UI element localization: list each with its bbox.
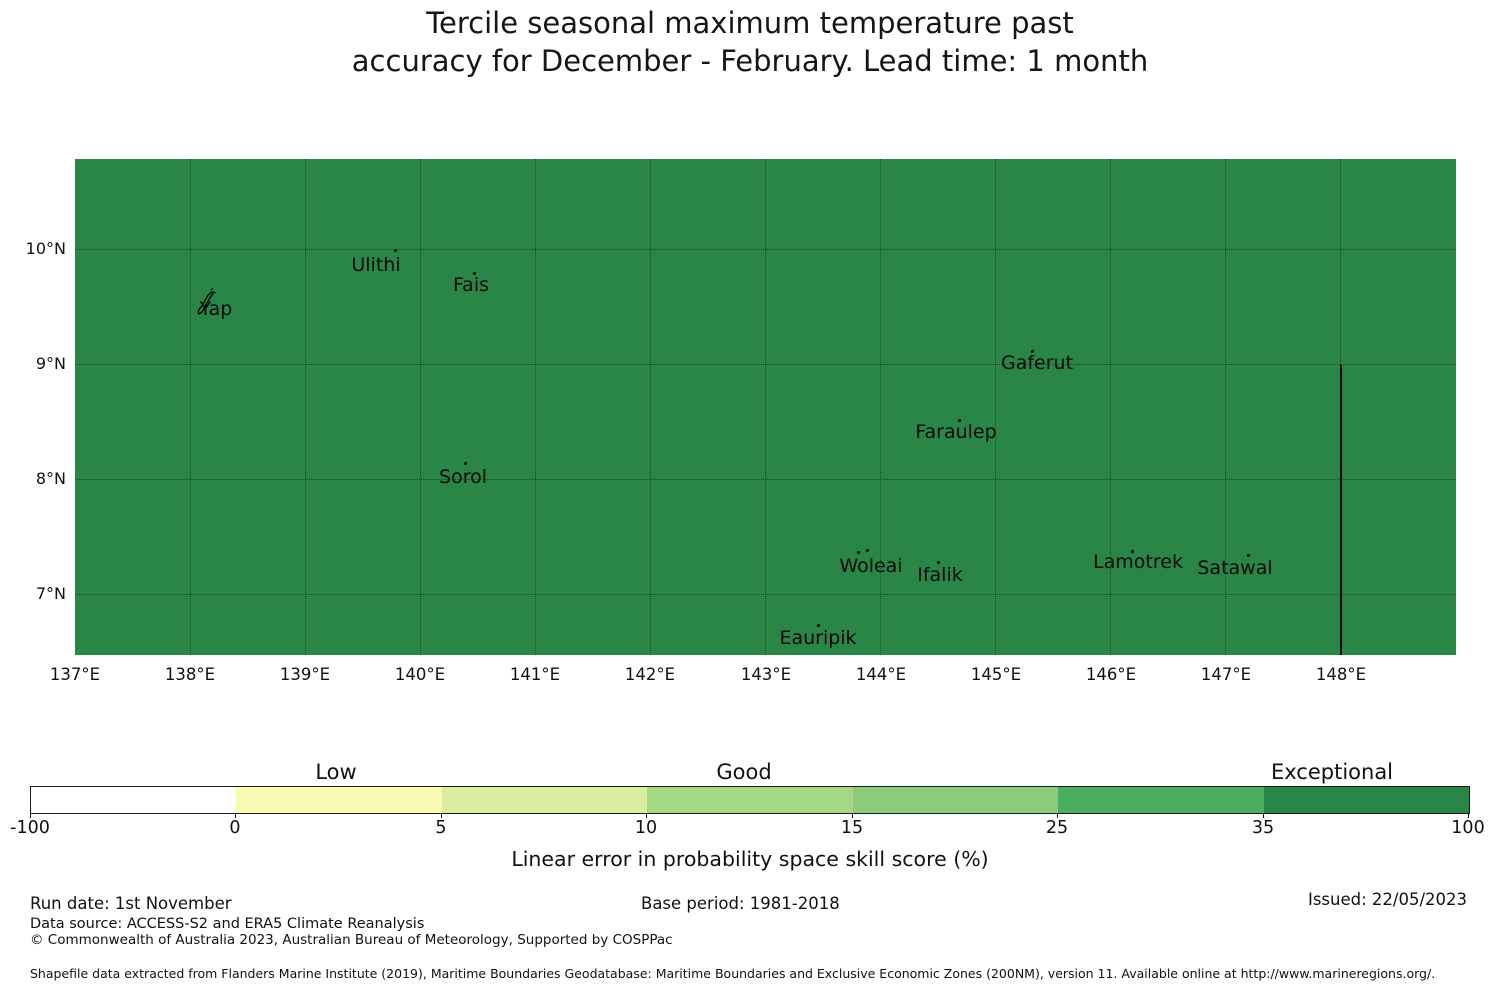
grid-line-horizontal xyxy=(75,594,1456,595)
grid-line-vertical xyxy=(305,159,306,655)
colorbar-tickmark xyxy=(441,813,442,818)
grid-line-horizontal xyxy=(75,364,1456,365)
colorbar-tick-10: 10 xyxy=(634,818,658,838)
grid-line-horizontal xyxy=(75,479,1456,480)
colorbar-tick-0: 0 xyxy=(229,818,241,838)
island-label-sorol: Sorol xyxy=(439,466,487,488)
island-label-ifalik: Ifalik xyxy=(917,564,963,586)
lat-tick-8n: 8°N xyxy=(35,469,66,488)
lon-tick-144e: 144°E xyxy=(855,665,907,684)
island-label-yap: Yap xyxy=(199,298,233,320)
lon-tick-148e: 148°E xyxy=(1315,665,1367,684)
island-marker-dot xyxy=(464,462,467,465)
grid-line-horizontal xyxy=(75,249,1456,250)
island-marker-dot xyxy=(1247,554,1250,557)
map-panel: Yap Ulithi Fais Sorol Gaferut Faraulep W… xyxy=(75,159,1456,655)
colorbar-segment-3 xyxy=(441,787,648,813)
lon-tick-147e: 147°E xyxy=(1200,665,1252,684)
colorbar-tick-35: 35 xyxy=(1251,818,1275,838)
colorbar-segment-1 xyxy=(31,787,237,813)
grid-line-vertical xyxy=(1110,159,1111,655)
island-marker-dot xyxy=(857,551,860,554)
lon-tick-142e: 142°E xyxy=(624,665,676,684)
grid-line-vertical xyxy=(1225,159,1226,655)
grid-line-vertical xyxy=(650,159,651,655)
shapefile-note: Shapefile data extracted from Flanders M… xyxy=(30,966,1436,981)
island-label-satawal: Satawal xyxy=(1197,557,1273,579)
colorbar-category-good: Good xyxy=(716,760,772,784)
colorbar-tick-25: 25 xyxy=(1045,818,1069,838)
island-label-eauripik: Eauripik xyxy=(779,627,857,649)
island-marker-dot xyxy=(1031,350,1034,353)
lat-tick-9n: 9°N xyxy=(35,354,66,373)
island-marker-dot xyxy=(866,549,869,552)
island-label-woleai: Woleai xyxy=(839,555,903,577)
colorbar-tickmark xyxy=(235,813,236,818)
copyright-text: © Commonwealth of Australia 2023, Austra… xyxy=(30,932,673,948)
colorbar-tick-15: 15 xyxy=(840,818,864,838)
island-marker-dot xyxy=(473,272,476,275)
grid-line-vertical xyxy=(765,159,766,655)
colorbar-tickmark xyxy=(646,813,647,818)
grid-line-vertical xyxy=(420,159,421,655)
island-marker-dot xyxy=(817,624,820,627)
lon-tick-138e: 138°E xyxy=(164,665,216,684)
figure-title-line2: accuracy for December - February. Lead t… xyxy=(351,44,1149,78)
base-period-text: Base period: 1981-2018 xyxy=(641,894,840,913)
lon-tick-145e: 145°E xyxy=(970,665,1022,684)
island-label-gaferut: Gaferut xyxy=(1000,352,1074,374)
grid-line-vertical xyxy=(880,159,881,655)
lon-tick-141e: 141°E xyxy=(509,665,561,684)
island-label-faraulep: Faraulep xyxy=(915,421,997,443)
lon-tick-137e: 137°E xyxy=(49,665,101,684)
figure-title-line1: Tercile seasonal maximum temperature pas… xyxy=(426,6,1074,40)
island-marker-dot xyxy=(1131,550,1134,553)
colorbar-segment-5 xyxy=(852,787,1059,813)
yap-island-outline xyxy=(197,287,217,315)
colorbar-tickmark xyxy=(1468,813,1469,818)
colorbar-segment-2 xyxy=(236,787,442,813)
colorbar-segment-4 xyxy=(647,787,853,813)
lon-tick-139e: 139°E xyxy=(279,665,331,684)
maritime-boundary-line xyxy=(1340,365,1342,655)
island-label-ulithi: Ulithi xyxy=(351,254,401,276)
island-marker-dot xyxy=(394,249,397,252)
issued-date-text: Issued: 22/05/2023 xyxy=(1307,890,1467,909)
island-marker-dot xyxy=(958,419,961,422)
colorbar-tick-5: 5 xyxy=(435,818,447,838)
grid-line-vertical xyxy=(995,159,996,655)
colorbar xyxy=(30,786,1470,814)
colorbar-segment-6 xyxy=(1058,787,1264,813)
colorbar-tick-neg100: -100 xyxy=(10,818,50,838)
colorbar-tickmark xyxy=(1263,813,1264,818)
grid-line-vertical xyxy=(190,159,191,655)
data-source-text: Data source: ACCESS-S2 and ERA5 Climate … xyxy=(30,916,425,932)
lat-tick-7n: 7°N xyxy=(35,584,66,603)
colorbar-segment-7 xyxy=(1263,787,1469,813)
lat-tick-10n: 10°N xyxy=(25,239,66,258)
lon-tick-146e: 146°E xyxy=(1085,665,1137,684)
colorbar-tickmark xyxy=(30,813,31,818)
island-marker-dot xyxy=(937,561,940,564)
colorbar-axis-label: Linear error in probability space skill … xyxy=(511,847,989,871)
lon-tick-143e: 143°E xyxy=(740,665,792,684)
island-label-lamotrek: Lamotrek xyxy=(1093,551,1183,573)
colorbar-tickmark xyxy=(852,813,853,818)
run-date-text: Run date: 1st November xyxy=(30,894,232,913)
colorbar-tick-100: 100 xyxy=(1451,818,1485,838)
colorbar-category-exceptional: Exceptional xyxy=(1270,760,1394,784)
colorbar-tickmark xyxy=(1057,813,1058,818)
colorbar-category-low: Low xyxy=(315,760,357,784)
grid-line-vertical xyxy=(535,159,536,655)
island-label-fais: Fais xyxy=(452,274,490,296)
lon-tick-140e: 140°E xyxy=(394,665,446,684)
